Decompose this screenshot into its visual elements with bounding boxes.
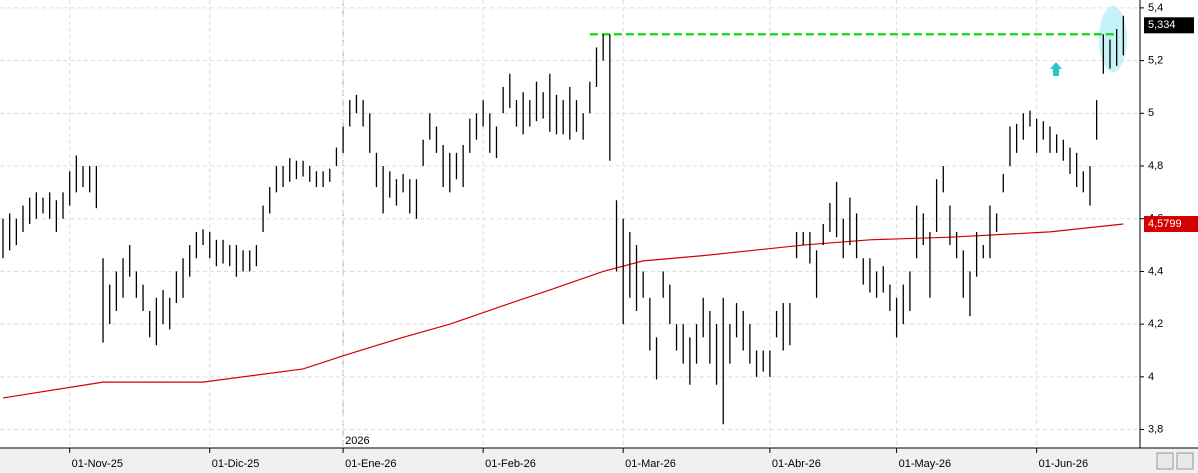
x-tick-label: 01-Dic-25 xyxy=(212,458,260,470)
ma-value-box xyxy=(1144,216,1198,233)
last-price-box xyxy=(1144,17,1194,34)
highlight-ellipse xyxy=(1099,6,1127,72)
x-tick-label: 01-Nov-25 xyxy=(72,458,123,470)
x-tick-label: 01-Mar-26 xyxy=(625,458,676,470)
y-tick-label: 3,8 xyxy=(1148,423,1163,435)
scroll-button[interactable] xyxy=(1156,452,1174,470)
moving-average xyxy=(2,223,1124,399)
x-tick-label: 01-Feb-26 xyxy=(485,458,536,470)
up-arrow xyxy=(1050,62,1062,76)
scroll-button[interactable] xyxy=(1176,452,1194,470)
y-tick-label: 4,8 xyxy=(1148,160,1163,172)
x-tick-label: 01-May-26 xyxy=(899,458,952,470)
year-label: 2026 xyxy=(345,435,369,447)
y-tick-label: 4 xyxy=(1148,371,1154,383)
x-axis-band xyxy=(0,448,1198,473)
y-tick-label: 5 xyxy=(1148,107,1154,119)
y-tick-label: 4,2 xyxy=(1148,318,1163,330)
y-tick-label: 5,4 xyxy=(1148,2,1163,14)
y-tick-label: 4,4 xyxy=(1148,265,1163,277)
ma-value-label: 4,5799 xyxy=(1148,218,1182,230)
last-price-label: 5,334 xyxy=(1148,19,1176,31)
y-tick-label: 5,2 xyxy=(1148,55,1163,67)
x-tick-label: 01-Ene-26 xyxy=(345,458,396,470)
x-tick-label: 01-Abr-26 xyxy=(772,458,821,470)
x-tick-label: 01-Jun-26 xyxy=(1039,458,1089,470)
